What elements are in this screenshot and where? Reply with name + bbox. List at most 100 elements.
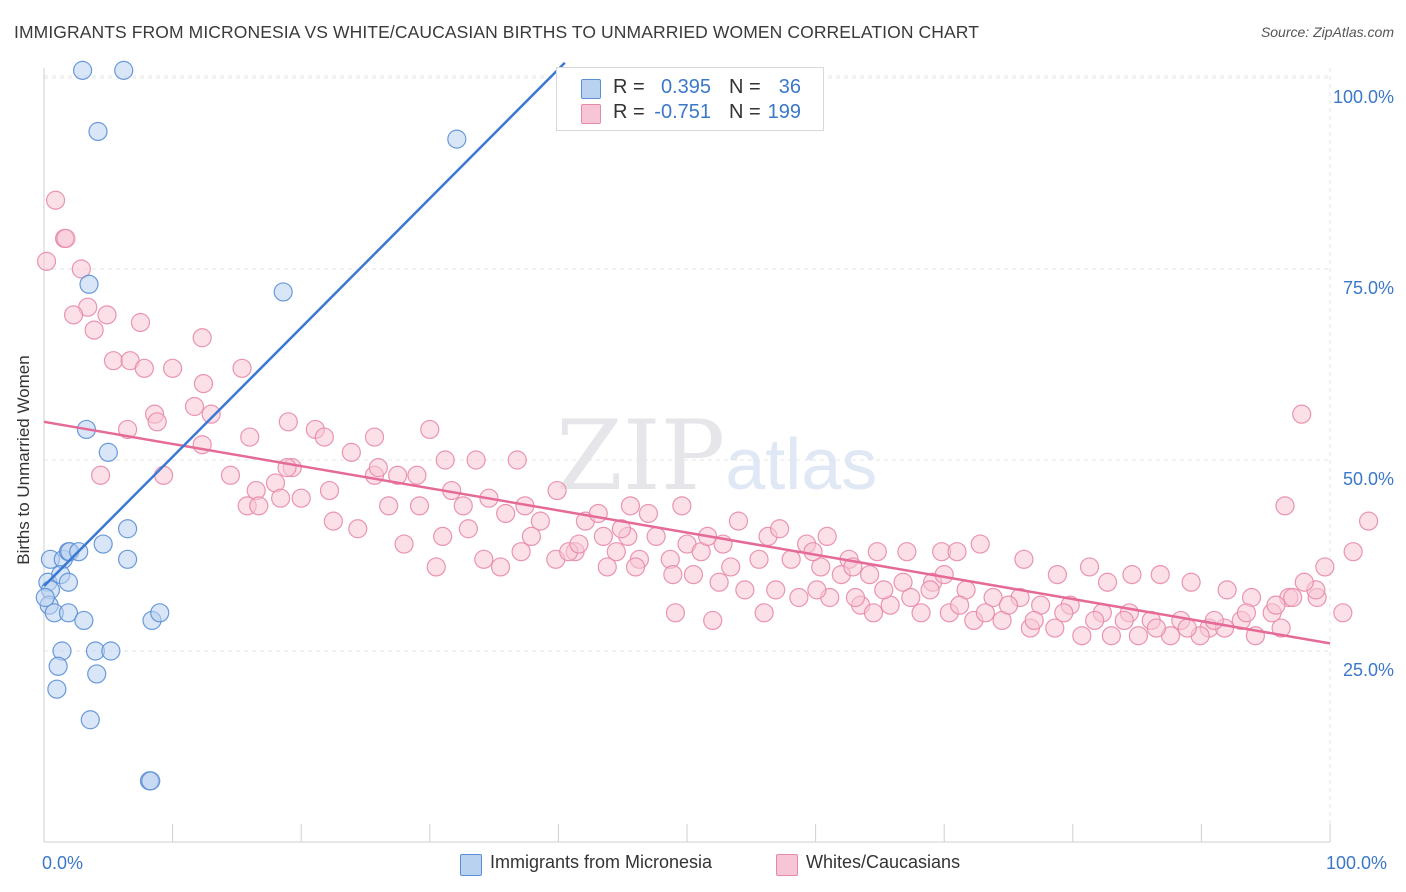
whites-point — [970, 534, 990, 554]
whites-point — [348, 519, 368, 539]
micronesia-point — [273, 282, 293, 302]
whites-point — [193, 374, 214, 394]
whites-point — [766, 580, 786, 600]
legend-swatch-pink — [581, 104, 601, 124]
whites-point — [897, 542, 917, 562]
whites-point — [569, 534, 589, 554]
whites-point — [754, 603, 774, 623]
whites-point — [201, 404, 221, 424]
legend-swatch-blue — [581, 79, 601, 99]
y-tick-label-100: 100.0% — [1332, 87, 1394, 107]
whites-point — [368, 458, 388, 478]
whites-point — [1079, 557, 1100, 577]
whites-point — [1072, 626, 1092, 646]
whites-point — [803, 542, 823, 562]
whites-point — [420, 419, 440, 440]
whites-point — [323, 511, 343, 531]
whites-point — [845, 587, 866, 608]
whites-point — [1177, 618, 1197, 638]
whites-point — [817, 526, 837, 547]
whites-point — [867, 542, 887, 562]
whites-point — [103, 351, 124, 371]
whites-point — [1236, 603, 1257, 623]
whites-point — [728, 511, 749, 531]
bottom-legend-swatch-pink — [776, 854, 798, 876]
whites-point — [474, 549, 494, 569]
whites-point — [90, 465, 111, 485]
whites-point — [769, 519, 790, 539]
legend-row-whites: R = -0.751 N = 199 — [557, 101, 823, 127]
whites-point — [1085, 610, 1105, 631]
whites-point — [1101, 626, 1121, 646]
whites-point — [530, 511, 550, 531]
micronesia-point — [447, 129, 467, 149]
micronesia-point — [35, 587, 55, 608]
whites-point — [588, 503, 608, 524]
whites-point — [781, 549, 801, 569]
whites-point — [433, 526, 453, 547]
whites-point — [407, 465, 427, 485]
micronesia-point — [117, 549, 138, 569]
whites-point — [364, 427, 385, 447]
whites-point — [1014, 549, 1034, 569]
whites-point — [721, 557, 741, 577]
whites-point — [1128, 626, 1148, 646]
whites-point — [84, 320, 104, 340]
whites-point — [271, 488, 291, 508]
bottom-legend-label: Whites/Caucasians — [806, 852, 961, 872]
whites-point — [1333, 603, 1353, 623]
whites-point — [597, 557, 617, 577]
whites-point — [220, 465, 241, 485]
whites-point — [593, 526, 614, 547]
whites-point — [71, 259, 91, 279]
whites-point — [147, 412, 167, 432]
watermark: ZIPatlas — [556, 400, 877, 512]
legend-r-value: 0.395 — [660, 76, 711, 98]
legend-n-value: 199 — [767, 101, 801, 123]
whites-point — [63, 305, 84, 325]
micronesia-point — [48, 656, 68, 676]
whites-point — [1097, 572, 1118, 592]
whites-point — [1358, 511, 1379, 531]
whites-point — [97, 305, 117, 325]
whites-point — [1150, 564, 1170, 585]
whites-point — [319, 480, 340, 501]
whites-point — [860, 564, 880, 585]
whites-point — [663, 564, 683, 585]
micronesia-point — [58, 572, 79, 592]
whites-point — [920, 580, 940, 600]
whites-point — [130, 312, 151, 333]
whites-point — [611, 519, 632, 539]
x-tick-label-max: 100.0% — [1326, 853, 1388, 873]
whites-point — [249, 496, 269, 516]
micronesia-point — [101, 641, 121, 661]
whites-point — [314, 427, 334, 447]
whites-point — [811, 557, 831, 577]
whites-point — [1047, 564, 1067, 585]
whites-point — [341, 442, 361, 462]
whites-point — [1294, 572, 1314, 592]
whites-point — [863, 603, 884, 623]
micronesia-point — [98, 442, 118, 462]
whites-point — [1266, 595, 1286, 615]
micronesia-point — [58, 603, 79, 623]
whites-point — [1271, 618, 1291, 638]
whites-point — [874, 580, 894, 600]
legend-row-micronesia: R = 0.395 N = 36 — [557, 76, 823, 102]
whites-point — [1217, 580, 1237, 600]
whites-point — [1204, 610, 1224, 631]
whites-point — [709, 572, 729, 592]
bottom-legend-label: Immigrants from Micronesia — [490, 852, 713, 872]
whites-point — [1343, 542, 1363, 562]
micronesia-point — [79, 274, 99, 294]
whites-point — [511, 542, 531, 562]
source-label: Source: ZipAtlas.com — [1260, 24, 1394, 40]
whites-point — [620, 496, 641, 516]
legend-r-label: R = — [613, 76, 645, 98]
whites-point — [153, 465, 174, 485]
whites-point — [507, 450, 527, 470]
whites-point — [547, 480, 567, 501]
whites-point — [466, 450, 486, 470]
whites-point — [278, 412, 298, 432]
micronesia-point — [47, 679, 67, 699]
